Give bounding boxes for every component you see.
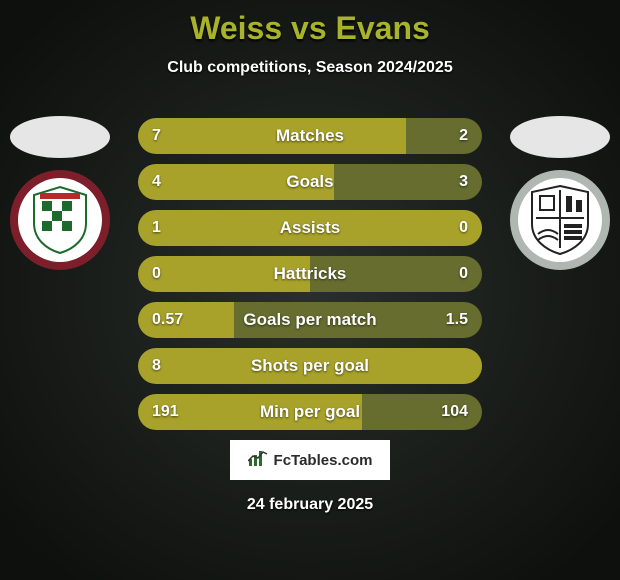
brand-box[interactable]: FcTables.com: [230, 440, 390, 480]
stat-row-shots-per-goal: Shots per goal8: [138, 348, 482, 384]
stat-label: Assists: [138, 210, 482, 246]
stat-row-hattricks: Hattricks0 0: [138, 256, 482, 292]
stat-value-right: 1.5: [446, 302, 468, 338]
stat-value-left: 1: [152, 210, 161, 246]
stat-value-right: 3: [459, 164, 468, 200]
stat-label: Shots per goal: [138, 348, 482, 384]
stat-value-left: 7: [152, 118, 161, 154]
stat-value-right: 0: [459, 210, 468, 246]
stats-bars: Matches72Goals43Assists10Hattricks00Goal…: [138, 118, 482, 440]
stat-row-matches: Matches7 2: [138, 118, 482, 154]
stat-value-left: 191: [152, 394, 179, 430]
stat-value-left: 0: [152, 256, 161, 292]
club-badge-left: [10, 170, 110, 270]
player-head-right: [510, 116, 610, 158]
stat-value-left: 4: [152, 164, 161, 200]
club-badge-right: [510, 170, 610, 270]
page-title: Weiss vs Evans: [0, 0, 620, 47]
stat-value-left: 8: [152, 348, 161, 384]
subtitle: Club competitions, Season 2024/2025: [0, 59, 620, 77]
stat-label: Matches: [138, 118, 482, 154]
stat-row-goals: Goals4 3: [138, 164, 482, 200]
stat-label: Goals: [138, 164, 482, 200]
shield-checker-icon: [30, 185, 90, 255]
stat-row-assists: Assists1 0: [138, 210, 482, 246]
date-label: 24 february 2025: [0, 496, 620, 514]
stat-row-goals-per-match: Goals per match0.57 1.5: [138, 302, 482, 338]
chart-icon: [248, 449, 268, 472]
stat-label: Min per goal: [138, 394, 482, 430]
stat-value-right: 0: [459, 256, 468, 292]
stat-label: Hattricks: [138, 256, 482, 292]
stat-label: Goals per match: [138, 302, 482, 338]
stat-row-min-per-goal: Min per goal191 104: [138, 394, 482, 430]
brand-label: FcTables.com: [274, 452, 373, 469]
stat-value-left: 0.57: [152, 302, 183, 338]
stat-value-right: 2: [459, 118, 468, 154]
stat-value-right: 104: [441, 394, 468, 430]
shield-quarters-icon: [528, 184, 592, 256]
player-head-left: [10, 116, 110, 158]
